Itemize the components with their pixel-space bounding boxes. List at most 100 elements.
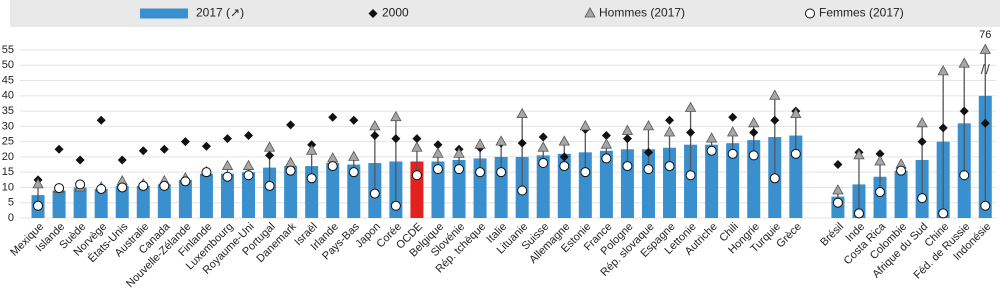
marker-2000 [201, 141, 211, 151]
bar [94, 188, 108, 218]
y-tick-label: 50 [2, 59, 14, 71]
marker-hommes [305, 144, 318, 155]
marker-hommes [453, 147, 465, 158]
marker-2000 [117, 155, 127, 165]
marker-femmes [348, 167, 359, 178]
marker-hommes [621, 124, 634, 135]
y-tick-label: 5 [8, 197, 14, 209]
marker-2000 [770, 115, 780, 125]
marker-hommes [600, 138, 613, 149]
marker-femmes [643, 164, 654, 175]
marker-femmes [853, 208, 864, 219]
marker-hommes [263, 141, 276, 152]
marker-hommes [411, 141, 423, 152]
marker-femmes [517, 185, 528, 196]
legend-swatch [368, 9, 378, 18]
marker-hommes [432, 147, 444, 158]
marker-2000 [959, 106, 969, 116]
marker-femmes [938, 208, 949, 219]
marker-femmes [622, 161, 633, 172]
marker-femmes [75, 179, 86, 190]
marker-2000 [917, 137, 927, 147]
axis-break [980, 63, 990, 75]
marker-hommes [579, 120, 592, 131]
marker-hommes [916, 116, 928, 128]
marker-femmes [432, 164, 443, 175]
marker-hommes [642, 120, 655, 131]
legend-swatch [805, 8, 815, 19]
marker-femmes [369, 188, 380, 199]
marker-femmes [306, 173, 317, 184]
marker-2000 [159, 144, 169, 154]
marker-femmes [832, 197, 843, 208]
bar [157, 184, 171, 218]
marker-femmes [285, 165, 296, 176]
marker-2000 [96, 115, 106, 125]
marker-2000 [728, 112, 738, 122]
marker-2000 [665, 115, 675, 125]
bar [242, 172, 256, 218]
marker-hommes [327, 152, 339, 163]
marker-femmes [790, 148, 801, 159]
bar [536, 155, 550, 218]
marker-2000 [980, 118, 990, 128]
marker-femmes [580, 167, 591, 178]
marker-femmes [980, 200, 991, 211]
marker-2000 [328, 112, 338, 122]
marker-femmes [222, 171, 233, 182]
marker-femmes [917, 193, 928, 204]
marker-femmes [769, 173, 780, 184]
y-tick-label: 55 [2, 44, 14, 56]
bar [347, 164, 361, 218]
bar [747, 140, 761, 218]
marker-hommes [516, 107, 528, 119]
marker-hommes [705, 132, 718, 143]
marker-femmes [748, 150, 759, 161]
bar [326, 163, 340, 218]
marker-femmes [875, 187, 886, 198]
marker-hommes [853, 149, 865, 160]
marker-femmes [706, 145, 717, 156]
marker-2000 [749, 127, 759, 137]
marker-hommes [369, 120, 381, 131]
marker-hommes [663, 126, 676, 137]
marker-hommes [474, 138, 486, 149]
legend-label: 2000 [382, 6, 409, 20]
y-tick-label: 40 [2, 90, 14, 102]
bar [599, 150, 613, 218]
marker-2000 [286, 120, 296, 130]
marker-femmes [180, 176, 191, 187]
legend-label: Femmes (2017) [819, 6, 904, 20]
y-tick-label: 25 [2, 136, 14, 148]
y-tick-label: 45 [2, 74, 14, 86]
marker-2000 [622, 134, 632, 144]
marker-hommes [832, 184, 844, 195]
marker-femmes [159, 180, 170, 191]
marker-hommes [348, 150, 360, 161]
marker-hommes [726, 126, 739, 137]
marker-2000 [222, 134, 232, 144]
bar [726, 143, 740, 218]
y-tick-label: 0 [8, 212, 14, 224]
marker-femmes [33, 200, 44, 211]
marker-2000 [686, 127, 696, 137]
marker-2000 [265, 150, 275, 160]
marker-2000 [433, 140, 443, 150]
legend-label: Hommes (2017) [599, 6, 685, 20]
marker-2000 [517, 138, 527, 148]
marker-femmes [117, 182, 128, 193]
bar [431, 161, 445, 218]
marker-hommes [284, 156, 297, 167]
marker-hommes [684, 101, 697, 112]
marker-femmes [475, 167, 486, 178]
bar [263, 167, 277, 218]
marker-2000 [538, 132, 548, 142]
data-label: 76 [979, 29, 991, 41]
marker-hommes [537, 141, 549, 152]
bar [220, 173, 234, 218]
marker-hommes [390, 110, 402, 122]
marker-femmes [243, 170, 254, 181]
marker-2000 [244, 131, 254, 141]
marker-hommes [221, 159, 234, 170]
